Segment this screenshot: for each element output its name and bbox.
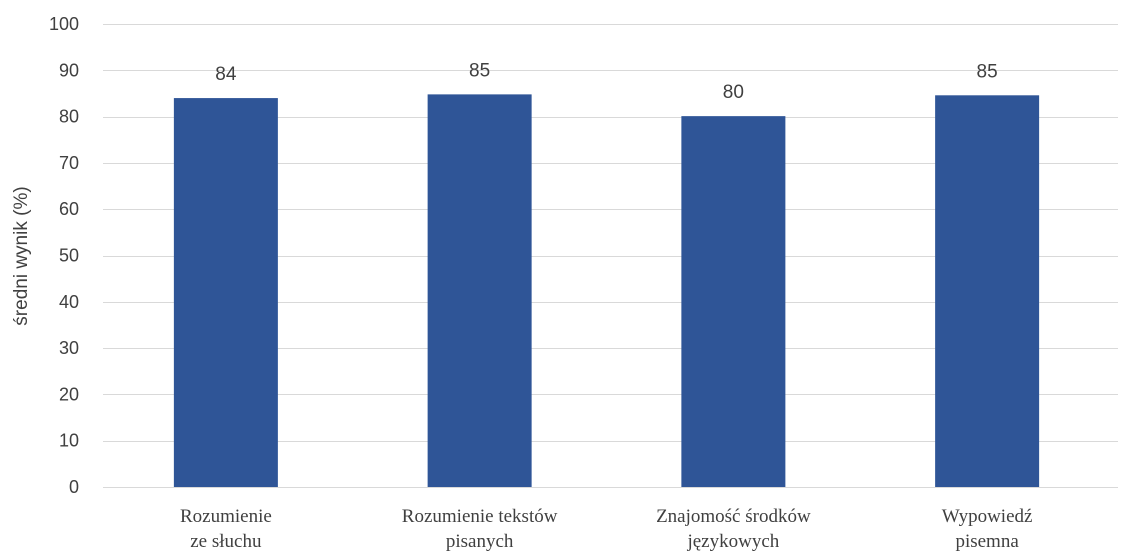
y-tick-label: 90 (59, 60, 79, 80)
y-tick-label: 20 (59, 384, 79, 404)
y-tick-label: 80 (59, 107, 79, 127)
y-tick-label: 30 (59, 338, 79, 358)
y-tick-label: 100 (49, 14, 79, 34)
y-tick-label: 60 (59, 199, 79, 219)
category-label: Rozumienie tekstów (402, 506, 558, 527)
data-label: 84 (215, 64, 237, 85)
category-label: Rozumienie (180, 506, 272, 527)
bar (427, 94, 532, 487)
category-label: Wypowiedź (942, 506, 1033, 527)
x-axis-categories: Rozumienie ze słuchu Rozumienie tekstów pis… (180, 506, 1032, 552)
y-tick-label: 0 (69, 477, 79, 497)
category-label: pisanych (446, 531, 514, 552)
y-tick-label: 10 (59, 431, 79, 451)
bar (681, 116, 786, 488)
y-tick-label: 70 (59, 153, 79, 173)
bars (173, 94, 1040, 488)
data-label: 85 (977, 61, 998, 82)
y-axis-ticks: 0 10 20 30 40 50 60 70 80 90 100 (49, 14, 79, 497)
category-label: językowych (686, 531, 779, 552)
data-label: 85 (469, 60, 490, 81)
category-label: pisemna (955, 531, 1019, 552)
y-axis-title: średni wynik (%) (11, 186, 32, 325)
category-label: Znajomość środków (656, 506, 811, 527)
data-label: 80 (723, 82, 744, 103)
bar (173, 98, 278, 487)
y-tick-label: 40 (59, 292, 79, 312)
y-tick-label: 50 (59, 246, 79, 266)
bar (935, 95, 1040, 487)
data-labels: 84 85 80 85 (215, 60, 997, 103)
category-label: ze słuchu (190, 531, 262, 552)
